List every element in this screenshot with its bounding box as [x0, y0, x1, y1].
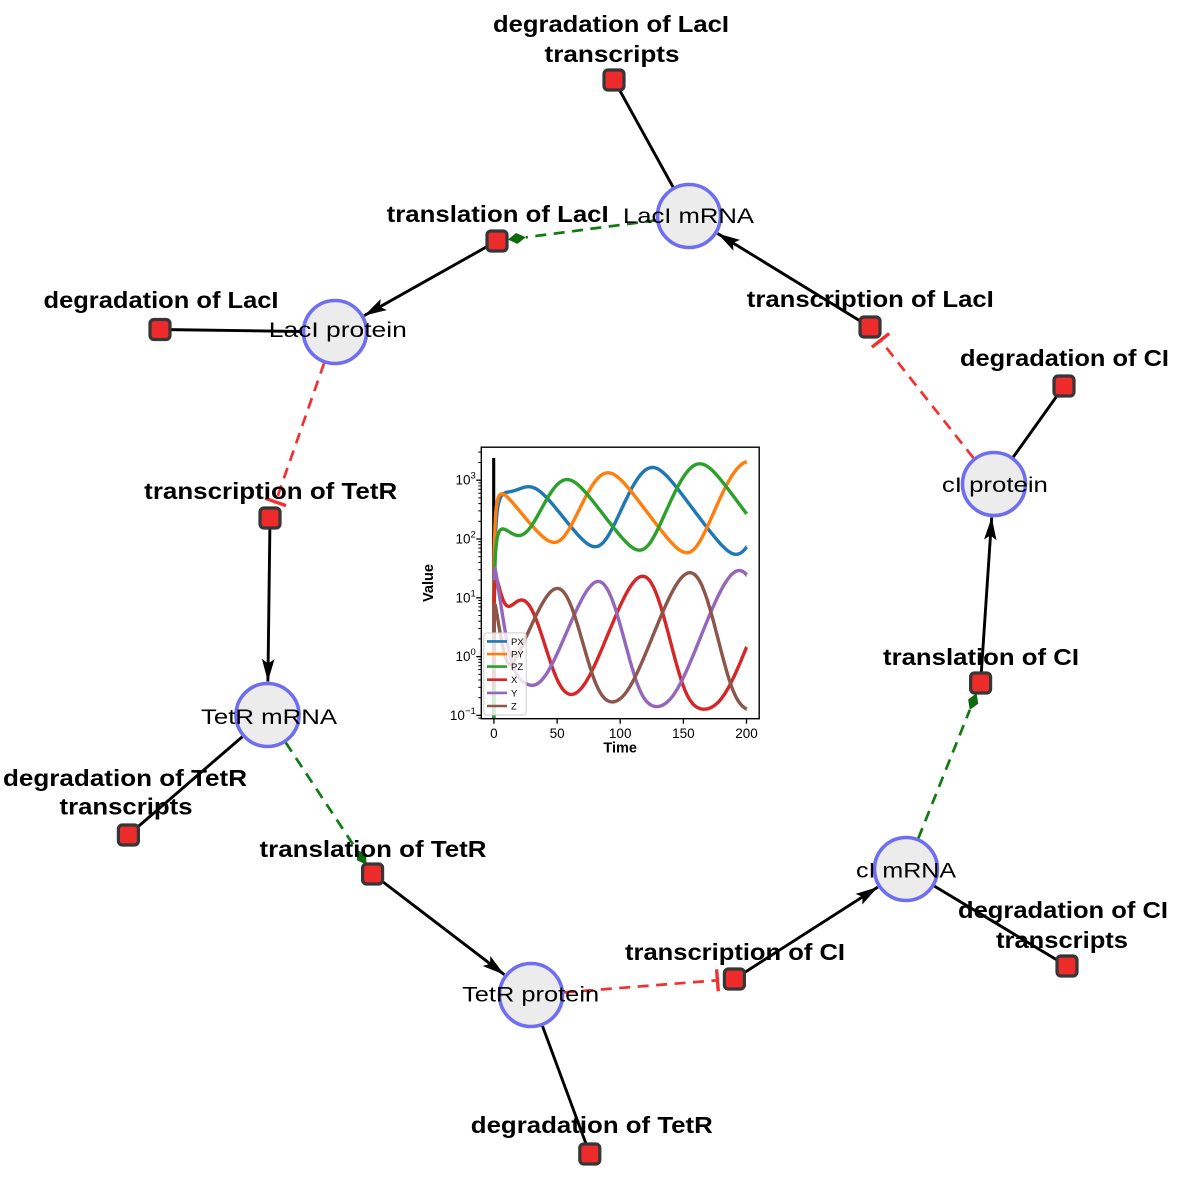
svg-text:TetR protein: TetR protein: [462, 982, 599, 1006]
svg-text:TetR mRNA: TetR mRNA: [201, 705, 338, 729]
svg-text:PY: PY: [511, 650, 524, 661]
svg-text:Z: Z: [511, 702, 517, 713]
svg-text:100: 100: [609, 726, 632, 741]
svg-text:103: 103: [455, 471, 475, 488]
svg-text:transcripts: transcripts: [545, 41, 680, 67]
svg-text:50: 50: [550, 726, 565, 741]
svg-text:degradation of TetR: degradation of TetR: [3, 765, 247, 791]
svg-text:PX: PX: [511, 637, 524, 648]
svg-text:102: 102: [455, 530, 475, 547]
svg-text:transcripts: transcripts: [60, 794, 193, 820]
svg-text:101: 101: [455, 588, 475, 605]
svg-text:degradation of TetR: degradation of TetR: [471, 1112, 713, 1138]
svg-text:translation of LacI: translation of LacI: [387, 201, 609, 227]
svg-text:degradation of LacI: degradation of LacI: [44, 287, 279, 313]
svg-text:transcription of LacI: transcription of LacI: [747, 286, 994, 312]
svg-text:degradation of CI: degradation of CI: [960, 345, 1169, 371]
svg-text:10−1: 10−1: [450, 706, 476, 723]
svg-text:200: 200: [735, 726, 758, 741]
svg-text:0: 0: [490, 726, 498, 741]
svg-text:Time: Time: [603, 741, 637, 757]
svg-text:Y: Y: [511, 688, 518, 699]
svg-text:150: 150: [672, 726, 695, 741]
svg-text:transcription of TetR: transcription of TetR: [144, 478, 397, 504]
svg-text:transcription of CI: transcription of CI: [625, 939, 845, 965]
svg-text:cI mRNA: cI mRNA: [856, 859, 957, 883]
svg-text:translation of TetR: translation of TetR: [260, 836, 487, 862]
svg-text:LacI mRNA: LacI mRNA: [623, 204, 755, 228]
svg-text:degradation of LacI: degradation of LacI: [493, 11, 729, 37]
svg-text:Value: Value: [421, 564, 437, 602]
svg-text:transcripts: transcripts: [996, 927, 1128, 953]
svg-text:translation of CI: translation of CI: [883, 644, 1079, 670]
svg-text:LacI protein: LacI protein: [269, 318, 407, 342]
svg-text:X: X: [511, 675, 518, 686]
svg-text:PZ: PZ: [511, 662, 523, 673]
svg-text:cI protein: cI protein: [942, 473, 1048, 497]
svg-text:degradation of CI: degradation of CI: [958, 897, 1168, 923]
svg-text:100: 100: [455, 647, 475, 664]
